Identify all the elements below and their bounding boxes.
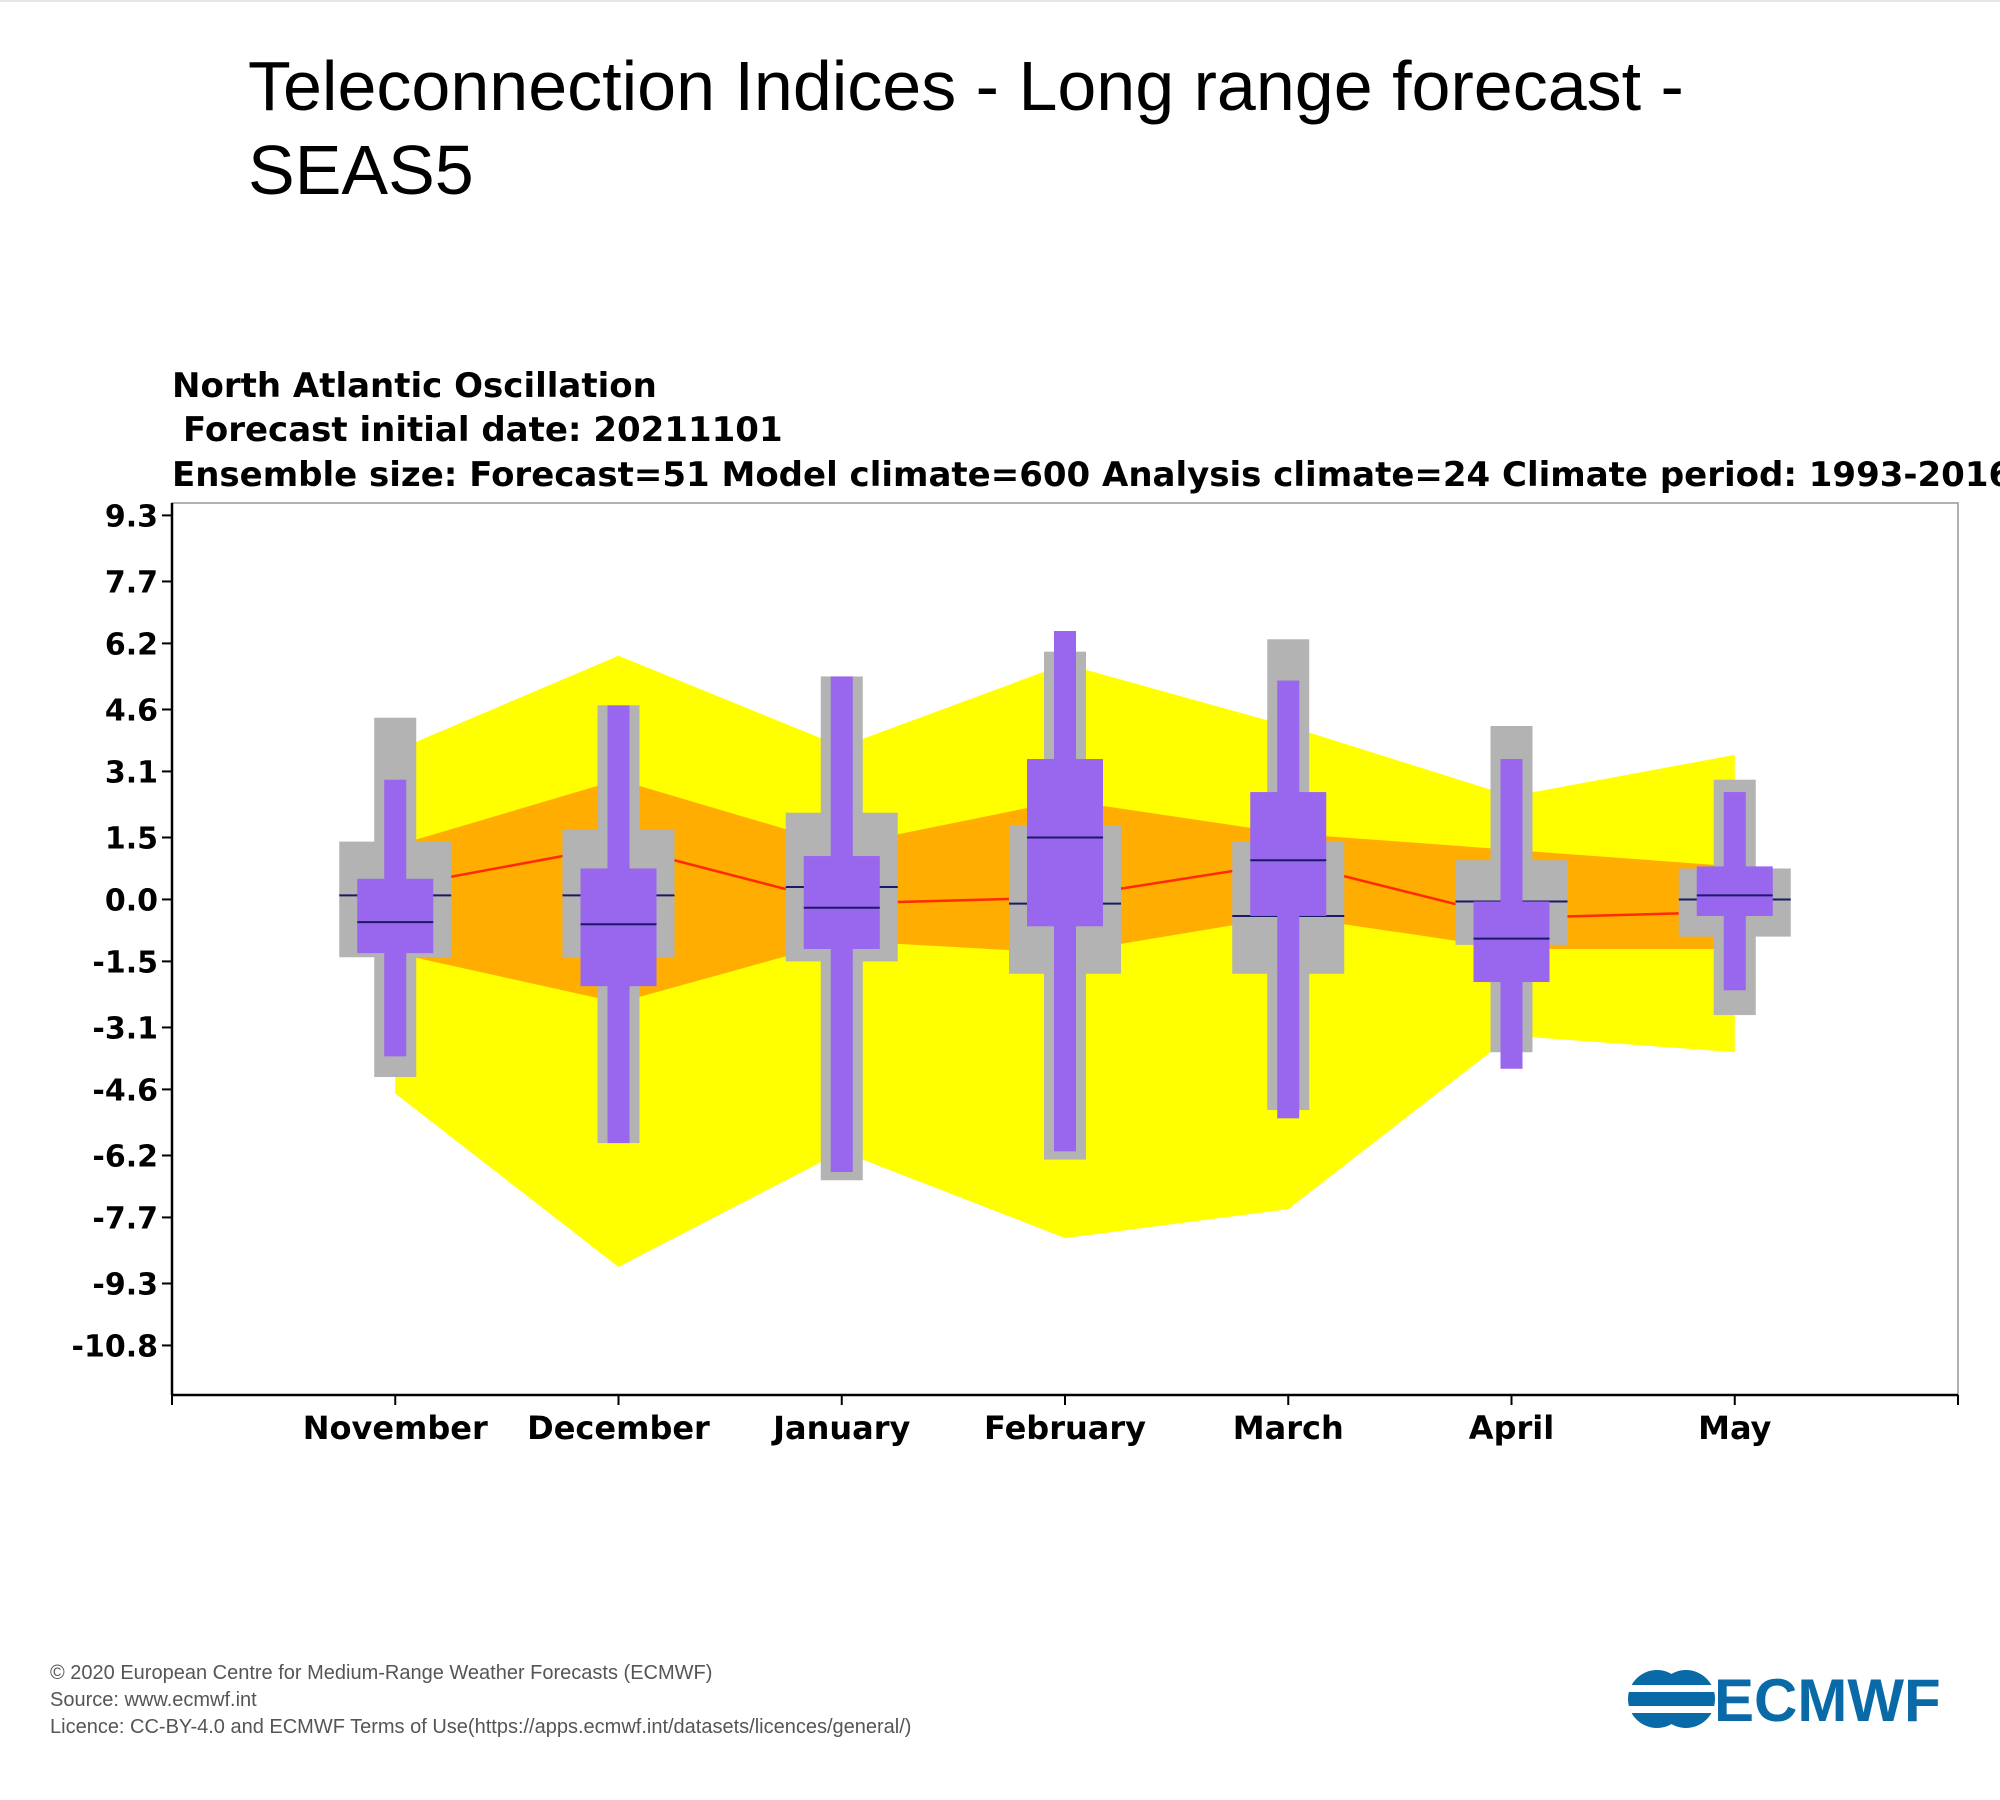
y-tick-label: -3.1	[92, 1011, 158, 1046]
footer: © 2020 European Centre for Medium-Range …	[50, 1660, 911, 1741]
ecmwf-logo: ECMWF	[1628, 1668, 1941, 1730]
y-tick-label: -1.5	[92, 945, 158, 980]
y-tick-label: 4.6	[105, 693, 158, 728]
top-border	[0, 0, 2000, 2]
y-tick-label: -10.8	[72, 1329, 158, 1364]
ecmwf-logo-mark	[1628, 1670, 1715, 1728]
x-tick-label: May	[1698, 1409, 1771, 1447]
x-tick-label: February	[984, 1409, 1146, 1447]
x-tick-label: January	[771, 1409, 910, 1447]
chart-subtitle-ensemble: Ensemble size: Forecast=51 Model climate…	[172, 455, 2000, 495]
forecast-box	[1696, 866, 1773, 916]
page-title: Teleconnection Indices - Long range fore…	[248, 47, 1684, 209]
y-tick-label: -4.6	[92, 1073, 158, 1108]
x-tick-label: November	[303, 1409, 488, 1447]
ecmwf-logo-text: ECMWF	[1714, 1668, 1941, 1730]
chart-title: North Atlantic Oscillation	[172, 366, 657, 406]
y-tick-label: -7.7	[92, 1201, 158, 1236]
y-tick-label: -9.3	[92, 1268, 158, 1303]
y-tick-label: 9.3	[105, 499, 158, 534]
forecast-box	[1250, 792, 1327, 916]
forecast-box	[1473, 901, 1550, 983]
footer-source: Source: www.ecmwf.int	[50, 1689, 257, 1711]
y-tick-label: 3.1	[105, 755, 158, 790]
forecast-box	[1027, 759, 1103, 927]
nao-chart: North Atlantic Oscillation Forecast init…	[72, 366, 2000, 1447]
footer-licence: Licence: CC-BY-4.0 and ECMWF Terms of Us…	[50, 1716, 912, 1738]
chart-subtitle-initial-date: Forecast initial date: 20211101	[183, 410, 783, 450]
x-tick-label: December	[527, 1409, 710, 1447]
y-tick-label: 6.2	[105, 627, 158, 662]
forecast-box	[803, 856, 880, 949]
footer-copyright: © 2020 European Centre for Medium-Range …	[50, 1662, 713, 1684]
plot-area: 9.3 7.7 6.2 4.6 3.1 1.5 0.0 -1.5 -3.1 -4.6 -6.2 -7.…	[72, 499, 1959, 1447]
y-tick-label: 1.5	[105, 822, 158, 857]
y-tick-label: -6.2	[92, 1139, 158, 1174]
x-tick-label: March	[1233, 1409, 1344, 1447]
y-tick-label: 7.7	[105, 565, 158, 600]
forecast-box	[580, 868, 657, 987]
y-tick-label: 0.0	[105, 883, 158, 918]
forecast-box	[357, 878, 434, 954]
x-tick-label: April	[1469, 1409, 1554, 1447]
